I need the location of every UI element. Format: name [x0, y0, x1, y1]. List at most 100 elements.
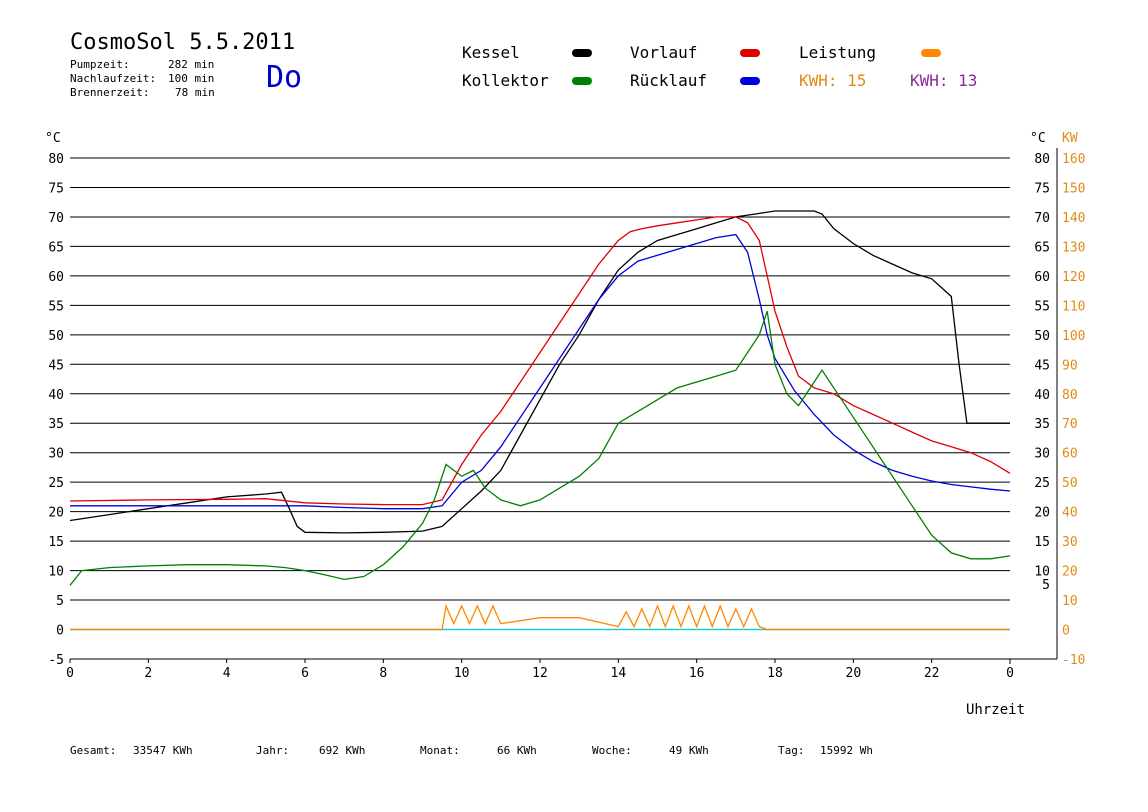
info-label: Brennerzeit: [70, 86, 150, 99]
y-tick-label-kw: 20 [1062, 565, 1078, 580]
y-tick-label-left: 10 [48, 565, 64, 580]
kwh-value: 13 [958, 71, 978, 90]
y-tick-label-kw: 50 [1062, 476, 1078, 491]
y-tick-label-kw: 110 [1062, 299, 1085, 314]
y-tick-label-left: 5 [56, 594, 64, 609]
x-tick-label: 20 [846, 666, 862, 681]
x-tick-label: 8 [379, 666, 387, 681]
y-tick-label-right: 35 [1034, 417, 1050, 432]
info-pumpzeit: Pumpzeit: 282 min [70, 58, 214, 71]
legend-kessel-swatch [572, 49, 592, 57]
y-tick-label-kw: 60 [1062, 447, 1078, 462]
info-label: Pumpzeit: [70, 58, 130, 71]
y-tick-label-left: 80 [48, 152, 64, 167]
legend-kollektor-swatch [572, 77, 592, 85]
x-axis-label: Uhrzeit [966, 702, 1025, 718]
info-value: 282 min [168, 58, 215, 71]
y-tick-label-right: 70 [1034, 211, 1050, 226]
y-tick-label-kw: 80 [1062, 388, 1078, 403]
y-tick-label-kw: 100 [1062, 329, 1085, 344]
footer-monat-label: Monat: [420, 744, 460, 757]
y-tick-label-left: 45 [48, 358, 64, 373]
info-label: Nachlaufzeit: [70, 72, 157, 85]
y-tick-label-right: 20 [1034, 506, 1050, 521]
y-tick-label-right: 5 [1042, 578, 1050, 593]
legend-vorlauf-swatch [740, 49, 760, 57]
y-tick-label-right: 55 [1034, 299, 1050, 314]
y-tick-label-left: 35 [48, 417, 64, 432]
x-tick-label: 0 [1006, 666, 1014, 681]
series-line-vorlauf [69, 216, 1011, 506]
series-line-kollektor [69, 310, 1011, 586]
y-axis-unit-kw: KW [1062, 131, 1078, 146]
x-tick-label: 2 [144, 666, 152, 681]
info-value: 100 min [168, 72, 215, 85]
series-line-leistung [70, 603, 1010, 631]
y-tick-label-left: 50 [48, 329, 64, 344]
tick-labels: -505101520253035404550556065707580510152… [48, 152, 1085, 681]
chart-title: CosmoSol 5.5.2011 [70, 30, 296, 55]
y-tick-label-kw: 150 [1062, 181, 1085, 196]
kwh-label: KWH: [799, 71, 838, 90]
x-tick-label: 10 [454, 666, 470, 681]
footer-jahr-label: Jahr: [256, 744, 290, 757]
y-tick-label-left: 55 [48, 299, 64, 314]
y-tick-label-right: 65 [1034, 240, 1050, 255]
footer-woche-label: Woche: [592, 744, 632, 757]
info-brennerzeit: Brennerzeit: 78 min [70, 86, 215, 99]
y-tick-label-left: 60 [48, 270, 64, 285]
info-nachlaufzeit: Nachlaufzeit: 100 min [70, 72, 214, 85]
weekday-label: Do [266, 60, 303, 95]
x-tick-label: 14 [611, 666, 627, 681]
x-tick-label: 18 [767, 666, 783, 681]
y-tick-label-kw: 120 [1062, 270, 1085, 285]
footer-tag-value: 15992 Wh [820, 744, 873, 757]
y-tick-label-right: 25 [1034, 476, 1050, 491]
y-tick-label-left: -5 [48, 653, 64, 668]
x-tick-label: 16 [689, 666, 705, 681]
y-tick-label-left: 75 [48, 181, 64, 196]
y-tick-label-right: 40 [1034, 388, 1050, 403]
y-tick-label-kw: 90 [1062, 358, 1078, 373]
y-tick-label-right: 10 [1034, 565, 1050, 580]
kwh-orange: KWH: 15 [799, 71, 866, 90]
data-series [69, 210, 1011, 631]
x-tick-label: 0 [66, 666, 74, 681]
y-tick-label-kw: 140 [1062, 211, 1085, 226]
y-tick-label-left: 70 [48, 211, 64, 226]
legend-leistung-label: Leistung [799, 43, 877, 62]
y-tick-label-left: 25 [48, 476, 64, 491]
y-tick-label-left: 15 [48, 535, 64, 550]
y-tick-label-right: 50 [1034, 329, 1050, 344]
legend-vorlauf-label: Vorlauf [630, 43, 698, 62]
y-tick-label-kw: 30 [1062, 535, 1078, 550]
y-tick-label-right: 60 [1034, 270, 1050, 285]
y-tick-label-kw: 130 [1062, 240, 1085, 255]
y-tick-label-left: 0 [56, 624, 64, 639]
y-tick-label-left: 20 [48, 506, 64, 521]
legend-ruecklauf-swatch [740, 77, 760, 85]
legend-leistung-swatch [921, 49, 941, 57]
y-tick-label-left: 40 [48, 388, 64, 403]
footer-gesamt-label: Gesamt: [70, 744, 117, 757]
x-tick-label: 6 [301, 666, 309, 681]
y-tick-label-left: 65 [48, 240, 64, 255]
y-axis-unit-right: °C [1030, 131, 1046, 146]
y-tick-label-right: 75 [1034, 181, 1050, 196]
info-value: 78 min [175, 86, 215, 99]
footer-jahr-value: 692 KWh [319, 744, 366, 757]
legend-kessel-label: Kessel [462, 43, 520, 62]
axes [69, 148, 1058, 664]
footer-woche-value: 49 KWh [669, 744, 709, 757]
legend-ruecklauf-label: Rücklauf [630, 71, 708, 90]
kwh-value: 15 [847, 71, 867, 90]
y-tick-label-kw: -10 [1062, 653, 1085, 668]
temperature-chart: -505101520253035404550556065707580510152… [45, 131, 1085, 718]
y-tick-label-left: 30 [48, 447, 64, 462]
footer-gesamt-value: 33547 KWh [133, 744, 193, 757]
x-tick-label: 12 [532, 666, 548, 681]
footer-monat-value: 66 KWh [497, 744, 537, 757]
y-tick-label-kw: 40 [1062, 506, 1078, 521]
y-axis-unit-left: °C [45, 131, 61, 146]
kwh-label: KWH: [910, 71, 949, 90]
